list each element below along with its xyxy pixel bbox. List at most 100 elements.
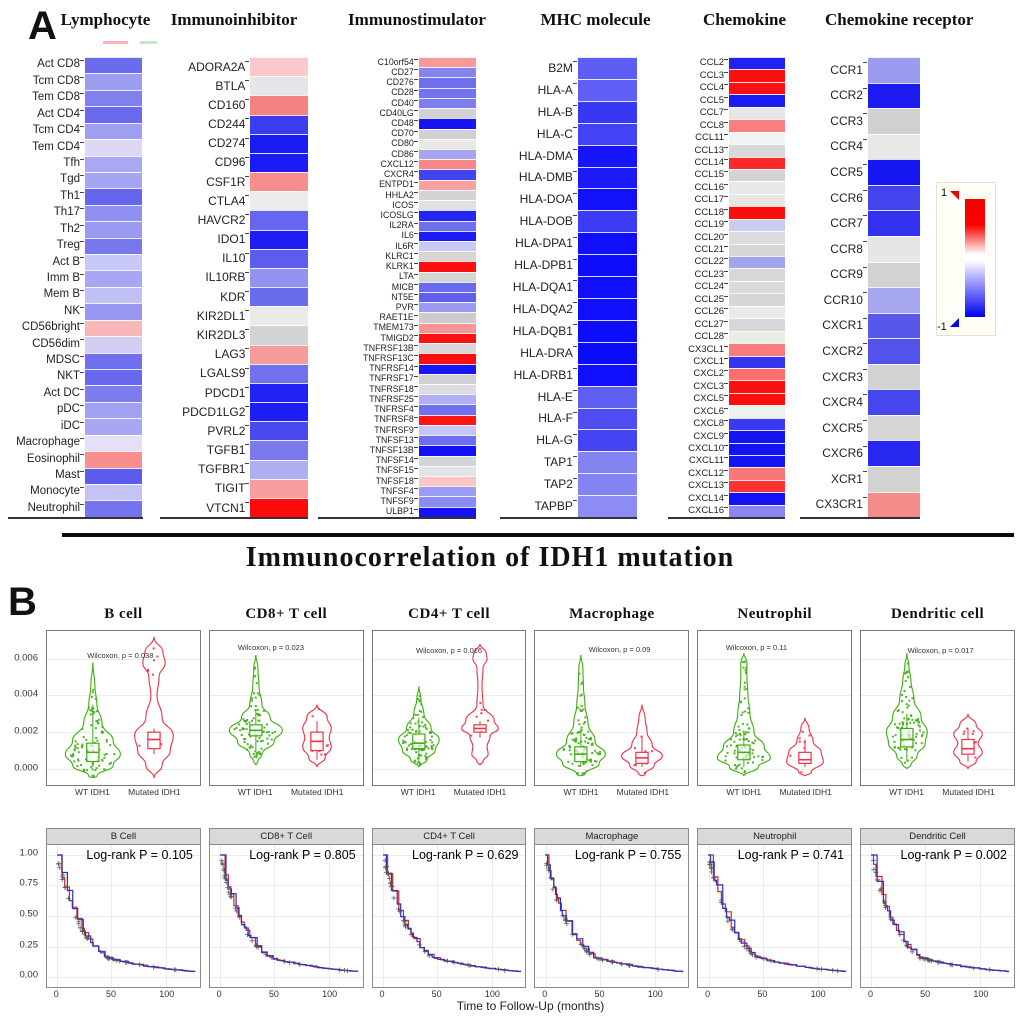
heatmap-cell	[85, 57, 142, 74]
row-tick	[572, 386, 578, 408]
heatmap-row: iDC	[8, 418, 143, 435]
survival-x-tick: 100	[810, 989, 826, 999]
heatmap-row: TNFRSF13B	[318, 343, 476, 354]
row-label: CXCL1	[693, 355, 725, 367]
row-label: Th1	[60, 189, 80, 202]
row-label: PDCD1	[204, 385, 246, 400]
heatmap-cell	[728, 430, 786, 443]
row-tick	[80, 287, 85, 303]
heatmap-cell	[250, 497, 308, 518]
row-tick	[245, 57, 250, 76]
row-tick	[413, 466, 419, 476]
heatmap-row: TGFBR1	[160, 459, 308, 479]
heatmap-row: Act DC	[8, 385, 143, 402]
row-tick	[862, 159, 868, 185]
gridline	[861, 855, 1014, 856]
row-tick	[413, 425, 419, 435]
heatmap-row: CXCL9	[668, 430, 786, 443]
heatmap-row: CCL4	[668, 81, 786, 95]
heatmap-row: ICOS	[318, 200, 476, 211]
violin-plot-cd4-t-cell: Wilcoxon, p = 0.016	[371, 630, 527, 786]
heatmap-cell	[418, 424, 476, 436]
row-label: CCR2	[830, 88, 863, 103]
heatmap-row: HLA-DPB1	[500, 254, 637, 277]
gridline	[535, 916, 689, 917]
row-tick	[724, 318, 729, 330]
row-label: CD56dim	[32, 337, 80, 350]
heatmap-row: CCL25	[668, 293, 786, 306]
heatmap-row: Th2	[8, 221, 143, 238]
row-label: NT5E	[391, 291, 414, 302]
row-label: CXCR2	[822, 343, 863, 358]
heatmap-cell	[418, 159, 476, 170]
heatmap-cell	[728, 243, 786, 256]
heatmap-cell	[250, 363, 308, 383]
row-tick	[724, 492, 729, 504]
row-tick	[572, 101, 578, 123]
survival-x-ticks: 0 50 100	[372, 988, 527, 1001]
heatmap-row: KLRK1	[318, 261, 476, 272]
row-tick	[724, 380, 729, 392]
row-tick	[245, 268, 250, 287]
row-tick	[724, 57, 729, 69]
heatmap-cell	[250, 95, 308, 115]
row-tick	[413, 333, 419, 343]
heatmap-cell	[867, 312, 920, 339]
x-label-wt: WT IDH1	[726, 787, 762, 797]
row-label: Act DC	[43, 386, 80, 399]
row-tick	[724, 480, 729, 492]
gridline	[47, 732, 200, 734]
row-tick	[862, 338, 868, 364]
heatmap-row: ENTPD1	[318, 179, 476, 190]
row-label: Eosinophil	[26, 452, 80, 465]
violin-panel-cd8-t-cell: CD8+ T cell Wilcoxon, p = 0.023 WT IDH1 Mut…	[208, 606, 364, 800]
x-label-wt: WT IDH1	[75, 787, 110, 797]
row-label: IDO1	[217, 232, 246, 247]
row-label: LTA	[398, 271, 414, 282]
x-label-wt: WT IDH1	[400, 787, 436, 797]
heatmap-row: CD274	[160, 133, 308, 153]
heatmap-row: TMIGD2	[318, 332, 476, 344]
heatmap-cell	[250, 421, 308, 441]
row-label: ULBP1	[385, 506, 414, 517]
gridline	[698, 855, 852, 856]
heatmap-row: KLRC1	[318, 251, 476, 262]
row-tick	[724, 467, 729, 479]
row-label: CTLA4	[208, 193, 246, 208]
heatmap-cell	[867, 363, 920, 390]
row-tick	[80, 369, 85, 385]
row-tick	[572, 254, 578, 276]
row-tick	[413, 404, 419, 414]
row-label: CCL15	[694, 169, 725, 181]
x-label-wt: WT IDH1	[889, 787, 924, 797]
heatmap-cell	[418, 475, 476, 487]
heatmap-row: CD40	[318, 97, 476, 109]
row-tick	[862, 440, 868, 466]
gridline	[698, 977, 852, 978]
row-tick	[80, 402, 85, 418]
heatmap-cell	[418, 353, 476, 364]
heatmap-cell	[867, 440, 920, 466]
row-tick	[245, 76, 250, 95]
row-tick	[80, 57, 85, 73]
row-label: Tem CD4	[32, 140, 80, 153]
heatmap-cell	[418, 271, 476, 282]
heatmap-cell	[577, 297, 637, 320]
row-tick	[80, 73, 85, 89]
row-label: CXCL13	[688, 480, 725, 492]
heatmap-row: CCR6	[800, 184, 920, 211]
heatmap-row: IL6R	[318, 240, 476, 252]
heatmap-cell	[85, 171, 142, 189]
heatmap-cell	[85, 369, 142, 386]
row-label: CXCR5	[822, 420, 863, 435]
heatmap-row: TNFSF14	[318, 455, 476, 466]
row-label: CD70	[391, 128, 414, 139]
row-label: TNFRSF25	[369, 393, 414, 404]
gridline	[861, 977, 1014, 978]
row-label: TAP2	[543, 477, 573, 492]
survival-plot-cd8-t-cell: Log-rank P = 0.805	[208, 844, 364, 988]
heatmap-row: CD28	[318, 87, 476, 98]
heatmap-title-lymphocyte: Lymphocyte	[60, 10, 151, 29]
heatmap-row: TNFSF18	[318, 475, 476, 487]
heatmap-cell	[728, 168, 786, 182]
